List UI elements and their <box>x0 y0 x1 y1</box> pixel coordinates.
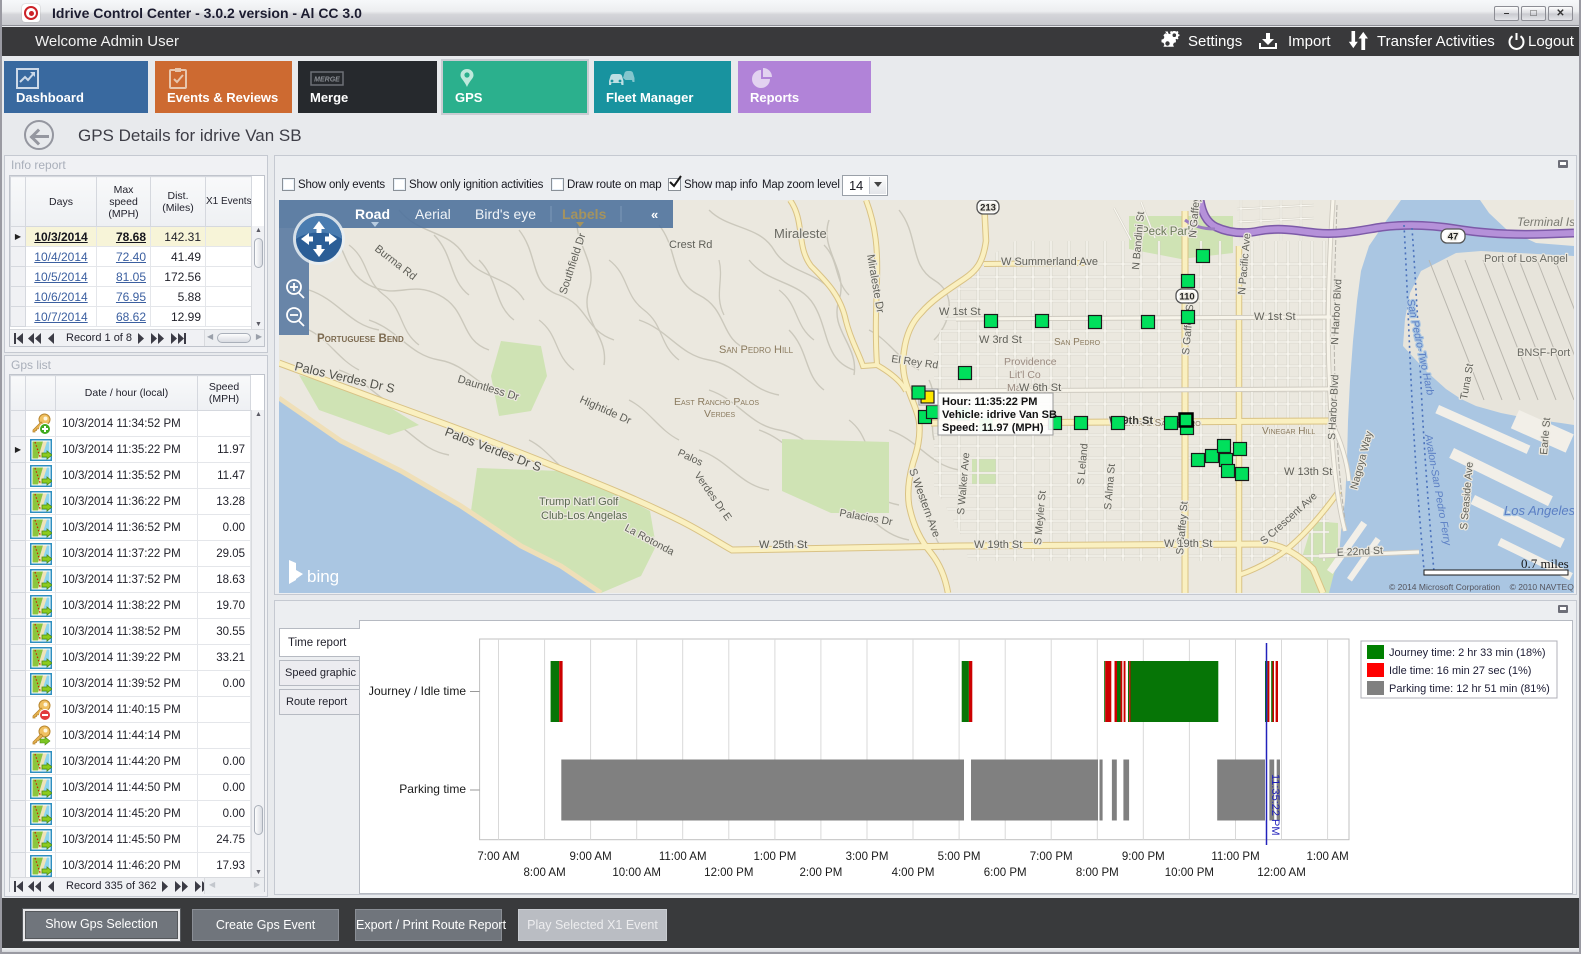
svg-text:1:00 PM: 1:00 PM <box>753 851 796 863</box>
svg-text:11:00 AM: 11:00 AM <box>659 851 707 863</box>
svg-text:Bird's eye: Bird's eye <box>475 206 536 222</box>
svg-text:S Leland: S Leland <box>1075 443 1091 485</box>
svg-text:Road: Road <box>355 206 390 222</box>
svg-text:7:00 AM: 7:00 AM <box>477 851 519 863</box>
svg-text:11:35:22 PM: 11:35:22 PM <box>1269 774 1281 836</box>
svg-text:W Summerland Ave: W Summerland Ave <box>1001 256 1098 268</box>
svg-text:Earle St: Earle St <box>1538 417 1553 455</box>
svg-text:Los Angeles Harb: Los Angeles Harb <box>1504 503 1574 518</box>
svg-text:11:00 PM: 11:00 PM <box>1211 851 1259 863</box>
svg-text:Parking time: Parking time <box>399 782 466 796</box>
svg-text:4:00 PM: 4:00 PM <box>892 867 935 879</box>
svg-text:10:00 AM: 10:00 AM <box>612 867 661 879</box>
svg-text:Trump Nat'l Golf: Trump Nat'l Golf <box>539 496 619 508</box>
svg-text:213: 213 <box>980 203 996 214</box>
svg-text:Vehicle: idrive Van SB: Vehicle: idrive Van SB <box>942 409 1057 421</box>
svg-text:6:00 PM: 6:00 PM <box>984 867 1027 879</box>
svg-text:8:00 AM: 8:00 AM <box>523 867 565 879</box>
svg-text:5:00 PM: 5:00 PM <box>938 851 981 863</box>
svg-text:Speed: 11.97 (MPH): Speed: 11.97 (MPH) <box>942 422 1044 434</box>
svg-text:W 1st St: W 1st St <box>1254 311 1296 323</box>
svg-text:San Pedro Hill: San Pedro Hill <box>719 344 794 356</box>
svg-text:Labels: Labels <box>562 206 607 222</box>
svg-text:W 19th St: W 19th St <box>974 539 1022 551</box>
svg-text:Lit'l Co: Lit'l Co <box>1009 369 1041 381</box>
svg-text:W 1st St: W 1st St <box>939 306 981 318</box>
svg-text:Parking time: 12 hr 51 min (81: Parking time: 12 hr 51 min (81%) <box>1389 683 1550 695</box>
svg-text:Journey time: 2 hr 33 min (18%: Journey time: 2 hr 33 min (18%) <box>1389 647 1546 659</box>
svg-text:bing: bing <box>307 567 339 586</box>
svg-text:© 2014 Microsoft Corporation: © 2014 Microsoft Corporation © 2010 NAVT… <box>1389 582 1574 592</box>
svg-text:Terminal Isl: Terminal Isl <box>1517 215 1574 229</box>
svg-text:W 13th St: W 13th St <box>1284 466 1332 478</box>
svg-text:E 22nd St: E 22nd St <box>1337 545 1384 559</box>
svg-text:S Harbor Blvd: S Harbor Blvd <box>1326 374 1341 440</box>
svg-text:Journey / Idle time: Journey / Idle time <box>369 684 466 698</box>
svg-text:9:00 AM: 9:00 AM <box>569 851 611 863</box>
svg-text:110: 110 <box>1179 292 1194 303</box>
svg-text:W 6th St: W 6th St <box>1019 382 1061 394</box>
svg-text:7:00 PM: 7:00 PM <box>1030 851 1073 863</box>
svg-text:Port of Los Angel: Port of Los Angel <box>1484 253 1568 265</box>
svg-text:W 19th St: W 19th St <box>1164 538 1212 550</box>
svg-text:12:00 PM: 12:00 PM <box>704 867 753 879</box>
svg-text:Mary: Mary <box>1007 382 1031 394</box>
svg-text:Idle time: 16 min 27 sec (1%): Idle time: 16 min 27 sec (1%) <box>1389 665 1531 677</box>
svg-text:W 25th St: W 25th St <box>759 539 807 551</box>
svg-text:10:00 PM: 10:00 PM <box>1165 867 1214 879</box>
svg-text:East Rancho Palos: East Rancho Palos <box>674 396 759 408</box>
svg-text:W 3rd St: W 3rd St <box>979 334 1022 346</box>
svg-text:0.7 miles: 0.7 miles <box>1521 556 1569 571</box>
svg-text:12:00 AM: 12:00 AM <box>1257 867 1306 879</box>
svg-text:3:00 PM: 3:00 PM <box>846 851 889 863</box>
svg-text:«: « <box>651 207 658 222</box>
svg-text:Vinegar Hill: Vinegar Hill <box>1262 426 1315 437</box>
svg-text:Miraleste: Miraleste <box>774 226 827 241</box>
svg-text:2:00 PM: 2:00 PM <box>799 867 842 879</box>
svg-text:S Alma St: S Alma St <box>1102 463 1118 510</box>
svg-text:Aerial: Aerial <box>415 206 451 222</box>
svg-text:47: 47 <box>1448 232 1459 243</box>
svg-text:San Pedro: San Pedro <box>1054 337 1101 348</box>
svg-text:1:00 AM: 1:00 AM <box>1306 851 1348 863</box>
svg-text:Portuguese Bend: Portuguese Bend <box>317 333 404 345</box>
svg-text:BNSF-Port: BNSF-Port <box>1517 347 1570 359</box>
svg-text:Peck Park: Peck Park <box>1141 226 1194 238</box>
svg-text:9:00 PM: 9:00 PM <box>1122 851 1165 863</box>
svg-text:Crest Rd: Crest Rd <box>669 239 712 251</box>
svg-text:Providence: Providence <box>1004 356 1057 368</box>
svg-text:Verdes: Verdes <box>704 408 735 420</box>
svg-text:N Harbor Blvd: N Harbor Blvd <box>1329 279 1344 346</box>
svg-text:MERGE: MERGE <box>314 77 340 84</box>
svg-text:Club-Los Angelas: Club-Los Angelas <box>541 510 628 522</box>
svg-text:Hour: 11:35:22 PM: Hour: 11:35:22 PM <box>942 396 1037 408</box>
svg-text:8:00 PM: 8:00 PM <box>1076 867 1119 879</box>
